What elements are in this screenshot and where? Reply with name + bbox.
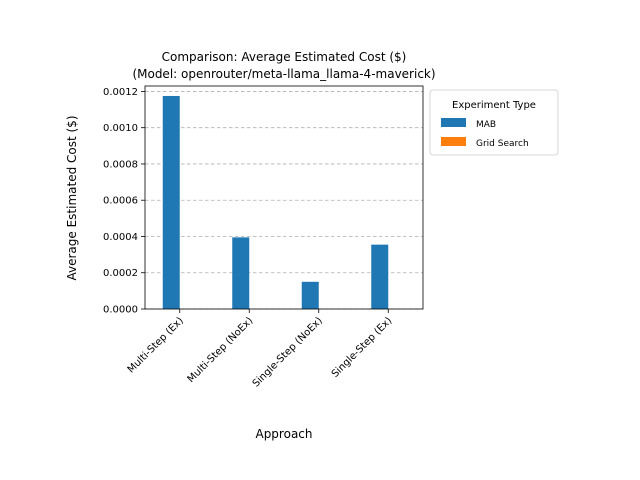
bar-mab <box>371 244 389 309</box>
y-tick-label: 0.0002 <box>103 268 138 279</box>
y-axis-ticks: 0.0000 0.0002 0.0004 0.0006 0.0008 0.0010 0.00… <box>103 87 145 316</box>
y-axis-label: Average Estimated Cost ($) <box>65 115 79 280</box>
y-tick-label: 0.0012 <box>103 87 138 98</box>
x-tick-label: Multi-Step (Ex) <box>126 315 186 375</box>
chart-title: Comparison: Average Estimated Cost ($) <box>162 50 407 64</box>
bar-mab <box>232 237 250 309</box>
plot-frame <box>144 85 424 310</box>
legend-swatch-grid-search <box>441 137 466 146</box>
x-axis-ticks: Multi-Step (Ex) Multi-Step (NoEx)Single-S… <box>126 309 395 390</box>
legend-swatch-mab <box>441 118 466 127</box>
legend: Experiment Type MAB Grid Search <box>429 89 559 156</box>
x-tick-label: Multi-Step (NoEx) <box>186 315 256 385</box>
legend-title: Experiment Type <box>452 100 536 111</box>
legend-label-mab: MAB <box>476 120 496 130</box>
bar-mab <box>162 95 180 309</box>
bars <box>162 95 389 309</box>
bar-mab <box>301 281 319 309</box>
chart-subtitle: (Model: openrouter/meta-llama_llama-4-ma… <box>132 67 435 81</box>
x-tick-label: Single-Step (Ex) <box>330 315 395 380</box>
legend-label-grid-search: Grid Search <box>476 139 529 149</box>
y-tick-label: 0.0004 <box>103 232 138 243</box>
y-tick-label: 0.0006 <box>103 196 138 207</box>
x-axis-label: Approach <box>255 427 312 441</box>
y-tick-label: 0.0010 <box>103 123 138 134</box>
x-tick-label: Single-Step (NoEx) <box>251 315 325 389</box>
y-tick-label: 0.0008 <box>103 159 138 170</box>
y-tick-label: 0.0000 <box>103 305 138 316</box>
